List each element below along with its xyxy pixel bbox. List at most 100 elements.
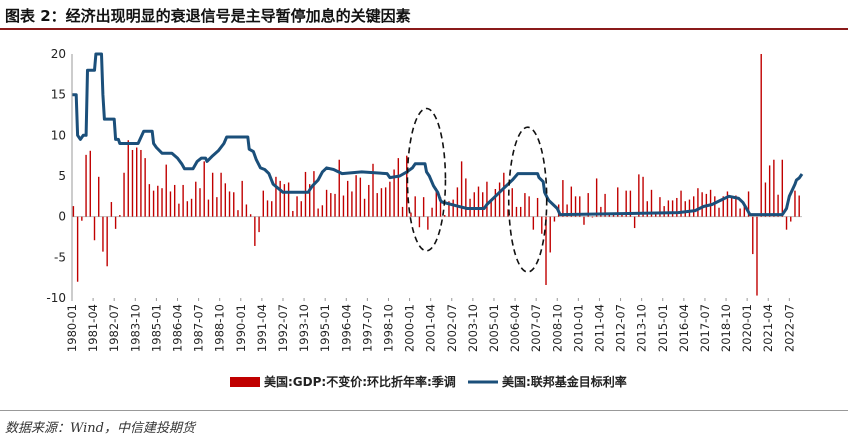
gdp-bar: [140, 149, 142, 217]
gdp-bar: [735, 195, 737, 217]
gdp-bar: [351, 191, 353, 217]
gdp-bar: [541, 216, 543, 234]
legend-swatch-gdp: [230, 377, 260, 387]
gdp-bar: [131, 149, 134, 217]
y-tick-label: 10: [51, 128, 66, 142]
x-tick-label: 2011-04: [592, 304, 606, 352]
gdp-bar: [266, 200, 269, 217]
gdp-bar: [384, 187, 387, 217]
gdp-bar: [714, 196, 716, 217]
gdp-bar: [722, 196, 724, 217]
gdp-bar: [72, 206, 75, 217]
x-tick-label: 2018-10: [719, 304, 733, 352]
gdp-bar: [300, 201, 302, 217]
gdp-bar: [650, 189, 653, 217]
gdp-bar: [494, 189, 497, 217]
gdp-bar: [355, 175, 357, 217]
gdp-bar: [275, 176, 277, 217]
gdp-bar: [431, 207, 433, 217]
gdp-bar: [241, 180, 243, 217]
gdp-bar: [296, 196, 298, 217]
gdp-bar: [726, 191, 729, 217]
x-tick-label: 2010-01: [571, 304, 585, 352]
gdp-bar: [655, 212, 657, 217]
gdp-bar: [515, 206, 518, 217]
gdp-bar: [98, 176, 100, 217]
y-tick-label: 0: [58, 210, 66, 224]
x-tick-label: 1997-07: [360, 304, 374, 352]
x-tick-label: 2015-01: [656, 304, 670, 352]
gdp-bar: [697, 188, 699, 217]
fed-rate-line: [72, 52, 804, 217]
figure-title: 图表 2：经济出现明显的衰退信号是主导暂停加息的关键因素: [5, 7, 411, 25]
gdp-bar: [532, 216, 535, 230]
gdp-bar: [216, 197, 218, 217]
gdp-bar: [114, 216, 117, 229]
gdp-bar: [536, 197, 539, 217]
gdp-bar: [790, 216, 792, 222]
gdp-bar: [334, 193, 336, 217]
gdp-bar: [756, 216, 758, 296]
gdp-bar: [785, 216, 788, 230]
gdp-bar: [178, 203, 180, 217]
gdp-bar: [583, 216, 585, 225]
gdp-bar: [444, 215, 446, 217]
gdp-bar: [692, 196, 695, 217]
gdp-bar: [482, 192, 484, 217]
x-tick-label: 2020-01: [740, 304, 754, 352]
x-tick-label: 1995-01: [318, 304, 332, 352]
gdp-bar: [777, 194, 779, 217]
gdp-bar: [718, 207, 720, 217]
x-tick-label: 1986-04: [170, 304, 184, 352]
gdp-bar: [752, 216, 754, 255]
x-tick-label: 2002-07: [445, 304, 459, 352]
gdp-bar: [456, 187, 459, 217]
gdp-bar: [498, 182, 501, 217]
x-tick-label: 2017-07: [698, 304, 712, 352]
gdp-bar: [414, 196, 416, 217]
axis-layer: -10 -5 0 5 10 15 20 1980-01 1981-04 1982-07 1983-1…: [46, 47, 796, 352]
gdp-bar: [148, 184, 151, 217]
gdp-bar: [490, 199, 492, 217]
legend-label-gdp: 美国:GDP:不变价:环比折年率:季调: [264, 374, 456, 389]
gdp-bar: [545, 216, 547, 285]
x-tick-label: 1991-04: [255, 304, 269, 352]
gdp-bar: [169, 191, 172, 217]
gdp-bar: [511, 188, 513, 217]
gdp-bar: [667, 200, 670, 217]
gdp-bar: [553, 216, 556, 222]
gdp-bar: [477, 186, 480, 217]
gdp-bar: [292, 210, 294, 217]
x-tick-label: 1996-04: [339, 304, 353, 352]
gdp-bar: [220, 172, 222, 217]
gdp-bar: [76, 216, 79, 282]
gdp-bar: [203, 161, 205, 217]
x-tick-label: 2008-10: [550, 304, 564, 352]
gdp-bar: [338, 159, 340, 217]
gdp-bar: [406, 155, 408, 217]
x-tick-label: 2016-04: [677, 304, 691, 352]
gdp-bar: [625, 190, 627, 217]
x-tick-label: 1998-10: [381, 304, 395, 352]
gdp-bar: [372, 163, 374, 217]
gdp-bar: [161, 188, 163, 217]
x-tick-label: 2005-01: [487, 304, 501, 352]
x-tick-label: 1993-10: [297, 304, 311, 352]
gdp-bar: [211, 172, 214, 217]
gdp-bar: [401, 206, 404, 217]
gdp-bar: [346, 180, 349, 217]
chart: -10 -5 0 5 10 15 20 1980-01 1981-04 1982-07 1983-1…: [46, 47, 804, 389]
x-tick-label: 2000-01: [403, 304, 417, 352]
gdp-bar: [768, 165, 771, 217]
gdp-bar: [579, 196, 581, 217]
source-bar: 数据来源：Wind，中信建投期货: [0, 410, 848, 442]
gdp-bar: [452, 199, 454, 217]
legend: 美国:GDP:不变价:环比折年率:季调 美国:联邦基金目标利率: [230, 374, 627, 389]
gdp-bar: [549, 216, 551, 253]
gdp-bar: [330, 193, 332, 217]
gdp-bar: [646, 201, 648, 217]
gdp-bar: [671, 200, 674, 217]
gdp-bar: [617, 187, 619, 217]
x-tick-label: 1985-01: [149, 304, 163, 352]
gdp-bar: [397, 158, 400, 217]
